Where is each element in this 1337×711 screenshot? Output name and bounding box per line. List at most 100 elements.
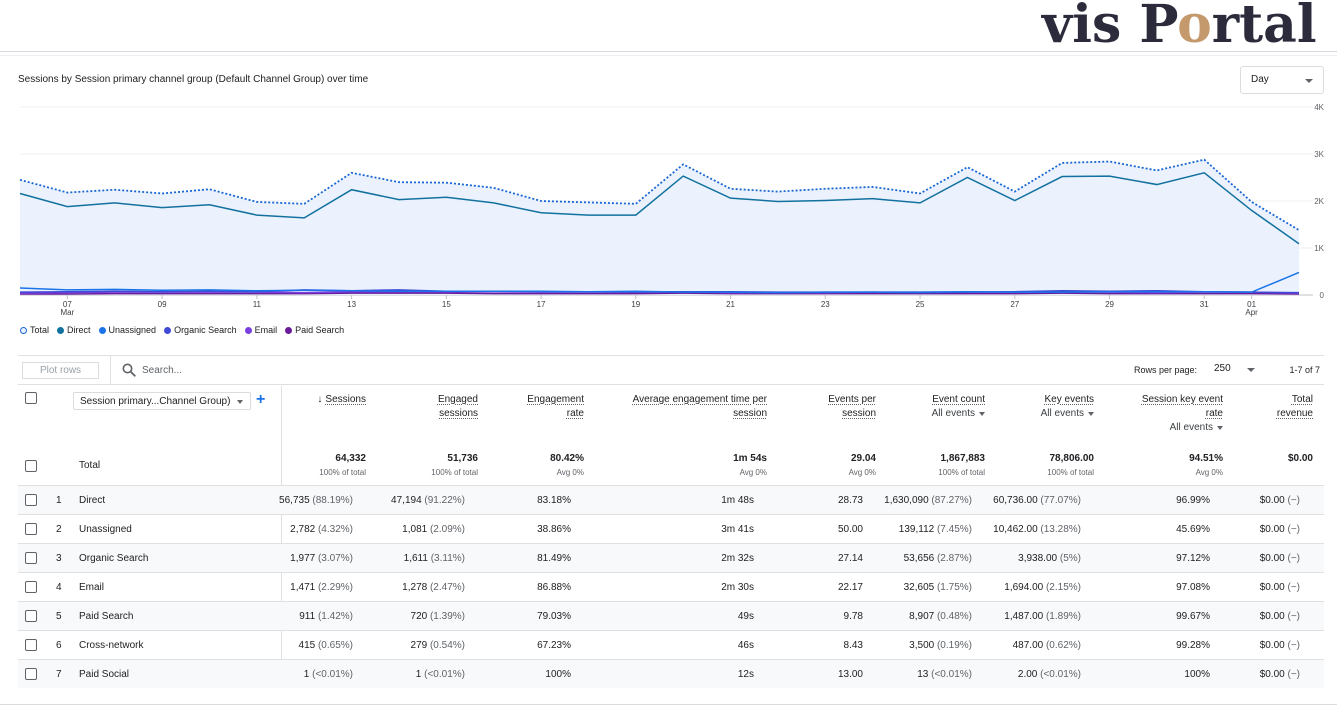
table-cell: $0.00 (−) [1260,524,1300,535]
legend-item-organic-search[interactable]: Organic Search [164,325,237,335]
table-cell: 100% [1184,669,1210,680]
plot-rows-button[interactable]: Plot rows [22,362,99,379]
table-cell: 415 (0.65%) [299,640,353,651]
table-row[interactable]: 6 Cross-network 415 (0.65%) 279 (0.54%) 67.2… [18,630,1324,659]
total-row-checkbox[interactable] [25,460,37,472]
row-checkbox[interactable] [25,552,37,564]
table-cell: 28.73 [838,495,863,506]
cell-percent: (−) [1284,669,1300,680]
row-channel-name[interactable]: Unassigned [79,524,132,535]
column-header[interactable]: Total revenue [1277,393,1313,421]
row-checkbox[interactable] [25,581,37,593]
column-header-label: Engagement [527,394,584,405]
table-cell: $0.00 (−) [1260,553,1300,564]
cell-percent: (1.75%) [934,582,972,593]
cell-percent: (0.62%) [1043,640,1081,651]
legend-item-total[interactable]: Total [20,325,49,335]
cell-value: 1,630,090 [884,495,929,506]
row-checkbox[interactable] [25,668,37,680]
cell-value: 2m 30s [721,582,754,593]
total-subtext: Avg 0% [1195,468,1223,477]
column-header[interactable]: Engaged sessions [438,393,478,421]
cell-percent: (<0.01%) [309,669,353,680]
cell-percent: (3.07%) [315,553,353,564]
column-header-label: Events per [828,394,876,405]
cell-value: 2.00 [1017,669,1038,680]
add-dimension-button[interactable]: + [256,391,266,408]
row-checkbox[interactable] [25,639,37,651]
x-tick-label: 25 [916,300,925,309]
cell-value: 911 [299,611,316,622]
column-header-label-line2: session [842,408,876,419]
row-channel-name[interactable]: Email [79,582,105,593]
row-index: 2 [56,524,62,535]
search-icon[interactable] [122,363,136,377]
table-row[interactable]: 5 Paid Search 911 (1.42%) 720 (1.39%) 79.03%… [18,601,1324,630]
row-channel-name[interactable]: Organic Search [79,553,149,564]
table-cell: 13 (<0.01%) [917,669,972,680]
cell-percent: (−) [1284,553,1300,564]
column-header[interactable]: Session key event rate All events [1142,393,1223,435]
row-checkbox[interactable] [25,610,37,622]
legend-swatch [244,326,252,334]
chevron-down-icon[interactable] [1247,368,1255,372]
row-channel-name[interactable]: Paid Social [79,669,130,680]
table-row[interactable]: 7 Paid Social 1 (<0.01%) 1 (<0.01%) 100% 12s 1… [18,659,1324,688]
sort-descending-icon[interactable]: ↓ [317,394,323,405]
column-header-label-line2: rate [1205,408,1223,419]
column-header-label-line2: rate [566,408,584,419]
pagination-range: 1-7 of 7 [1289,365,1320,375]
row-channel-name[interactable]: Paid Search [79,611,134,622]
column-header[interactable]: Event count All events [932,393,985,421]
cell-percent: (1.39%) [427,611,465,622]
select-all-checkbox[interactable] [25,392,37,404]
table-cell: 27.14 [838,553,863,564]
event-filter-select[interactable]: All events [1041,407,1094,421]
chevron-down-icon [237,400,243,404]
search-input[interactable] [142,362,342,378]
cell-value: 279 [410,640,428,651]
granularity-value: Day [1251,74,1269,85]
cell-percent: (13.28%) [1037,524,1081,535]
table-cell: 1 (<0.01%) [304,669,353,680]
row-checkbox[interactable] [25,494,37,506]
dimension-select[interactable]: Session primary...Channel Group) [73,392,251,410]
column-header[interactable]: Engagement rate [527,393,584,421]
table-row[interactable]: 4 Email 1,471 (2.29%) 1,278 (2.47%) 86.88% 2m… [18,572,1324,601]
cell-value: 97.12% [1176,553,1210,564]
event-filter-select[interactable]: All events [932,407,985,421]
legend-item-paid-search[interactable]: Paid Search [285,325,344,335]
legend-item-direct[interactable]: Direct [57,325,91,335]
total-area-fill [20,159,1299,295]
column-header[interactable]: ↓ Sessions [317,393,366,407]
table-cell: 2m 32s [721,553,754,564]
row-channel-name[interactable]: Cross-network [79,640,144,651]
table-cell: 1,278 (2.47%) [402,582,465,593]
row-channel-name[interactable]: Direct [79,495,106,506]
cell-value: 50.00 [837,524,863,535]
legend-label: Email [254,325,278,335]
table-cell: 2.00 (<0.01%) [1018,669,1081,680]
table-row[interactable]: 3 Organic Search 1,977 (3.07%) 1,611 (3.11%… [18,543,1324,572]
table-cell: 2m 30s [721,582,754,593]
legend-item-email[interactable]: Email [244,325,278,335]
x-tick-label: 31 [1200,300,1209,309]
table-cell: 487.00 (0.62%) [1013,640,1081,651]
cell-percent: (<0.01%) [421,669,465,680]
column-header[interactable]: Average engagement time per session [633,393,767,421]
table-cell: 38.86% [537,524,571,535]
table-row[interactable]: 2 Unassigned 2,782 (4.32%) 1,081 (2.09%) 38.… [18,514,1324,543]
column-header[interactable]: Events per session [828,393,876,421]
row-checkbox[interactable] [25,523,37,535]
row-index: 4 [56,582,62,593]
column-header[interactable]: Key events All events [1041,393,1094,421]
x-tick-label: 19 [631,300,640,309]
event-filter-select[interactable]: All events [1170,421,1223,435]
rows-per-page-select[interactable]: 250 [1214,363,1231,374]
table-row[interactable]: 1 Direct 56,735 (88.19%) 47,194 (91.22%) 83.… [18,485,1324,514]
legend-item-unassigned[interactable]: Unassigned [98,325,156,335]
legend-swatch [57,326,65,334]
column-header-label: Average engagement time per [632,394,767,405]
granularity-select[interactable]: Day [1240,66,1324,94]
